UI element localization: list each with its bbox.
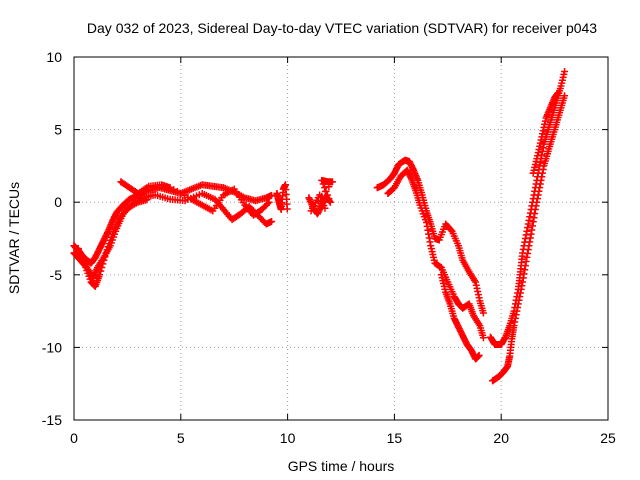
data-point [554, 89, 562, 97]
data-point [264, 200, 272, 208]
data-point [479, 334, 487, 342]
data-point [102, 249, 110, 257]
y-tick-label: 5 [54, 122, 62, 138]
y-tick-label: -15 [42, 412, 62, 428]
y-tick-label: 10 [46, 49, 62, 65]
series-arc-11 [489, 92, 569, 385]
data-point [283, 205, 291, 213]
series-arc-4 [117, 178, 273, 219]
data-point [100, 256, 108, 264]
data-point [166, 184, 174, 192]
data-point [96, 271, 104, 279]
data-point [105, 240, 113, 248]
series-arc-12 [529, 89, 562, 177]
data-point [265, 198, 273, 206]
series-arc-9 [437, 271, 483, 363]
data-point [475, 351, 483, 359]
x-axis-label: GPS time / hours [288, 458, 395, 474]
data-point [107, 233, 115, 241]
series-arc-5 [273, 181, 291, 213]
x-tick-label: 15 [387, 430, 403, 446]
y-axis-label: SDTVAR / TECUs [6, 182, 22, 294]
data-point [184, 193, 192, 201]
data-point [101, 253, 109, 261]
data-point [321, 188, 329, 196]
data-point [99, 260, 107, 268]
data-points [70, 68, 569, 385]
series-arc-7 [373, 156, 487, 317]
data-point [106, 236, 114, 244]
series-arc-8 [384, 166, 487, 342]
data-point [325, 183, 333, 191]
data-point [561, 68, 569, 76]
data-point [321, 204, 329, 212]
data-point [326, 198, 334, 206]
data-point [325, 195, 333, 203]
data-point [177, 189, 185, 197]
data-point [479, 309, 487, 317]
y-tick-label: 0 [54, 194, 62, 210]
data-point [104, 243, 112, 251]
chart-title: Day 032 of 2023, Sidereal Day-to-day VTE… [87, 20, 597, 36]
y-tick-label: -10 [42, 339, 62, 355]
data-point [328, 178, 336, 186]
axis-ticks: 0 5 10 15 20 25 -15 -10 -5 0 5 10 [42, 49, 616, 446]
series-arc-6 [305, 176, 336, 218]
series-arc-10 [487, 68, 569, 348]
x-tick-label: 10 [280, 430, 296, 446]
data-point [98, 264, 106, 272]
data-point [143, 196, 151, 204]
data-point [173, 188, 181, 196]
series-arc-3 [74, 196, 151, 290]
data-point [561, 92, 569, 100]
data-point [180, 191, 188, 199]
x-tick-label: 25 [600, 430, 616, 446]
data-point [268, 218, 276, 226]
series-arc-1 [70, 181, 276, 267]
data-point [170, 186, 178, 194]
plot-frame [73, 56, 609, 421]
data-point [447, 226, 455, 234]
data-point [103, 246, 111, 254]
data-point [97, 267, 105, 275]
x-tick-label: 20 [493, 430, 509, 446]
x-tick-label: 5 [177, 430, 185, 446]
x-tick-label: 0 [70, 430, 78, 446]
y-tick-label: -5 [50, 267, 63, 283]
